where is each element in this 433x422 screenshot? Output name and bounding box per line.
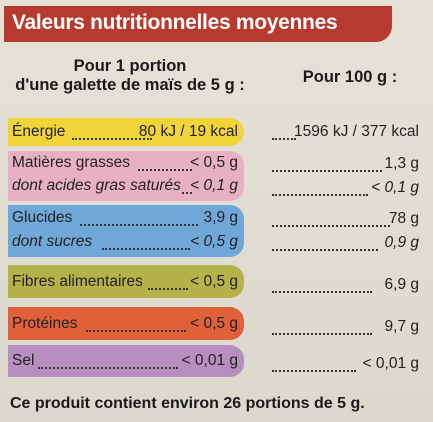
dots bbox=[272, 194, 368, 196]
per100-energie: 1596 kJ / 377 kcal bbox=[294, 123, 419, 140]
dots bbox=[272, 291, 372, 293]
dots bbox=[272, 225, 390, 227]
title-banner: Valeurs nutritionnelles moyennes bbox=[4, 6, 392, 42]
label-dont-sucres: dont sucres bbox=[12, 233, 93, 250]
per100-fibres: 6,9 g bbox=[384, 276, 419, 293]
row-fibres: Fibres alimentaires < 0,5 g bbox=[8, 265, 244, 298]
dots bbox=[80, 224, 198, 226]
dots bbox=[38, 367, 178, 369]
row-energie: Énergie 80 kJ / 19 kcal bbox=[8, 118, 244, 146]
label-acides-gras-satures: dont acides gras saturés bbox=[12, 177, 181, 194]
row-matieres-grasses: Matières grasses < 0,5 g dont acides gra… bbox=[8, 151, 244, 201]
dots bbox=[272, 249, 378, 251]
label-fibres: Fibres alimentaires bbox=[12, 273, 143, 290]
dots bbox=[272, 370, 356, 372]
row-glucides: Glucides 3,9 g dont sucres < 0,5 g bbox=[8, 205, 244, 257]
per100-column-header: Pour 100 g : bbox=[302, 68, 398, 86]
label-proteines: Protéines bbox=[12, 315, 78, 332]
portion-dont-sucres: < 0,5 g bbox=[190, 233, 238, 250]
row-sel: Sel < 0,01 g bbox=[8, 345, 244, 377]
row-proteines: Protéines < 0,5 g bbox=[8, 307, 244, 340]
dots bbox=[272, 138, 296, 140]
portion-glucides: 3,9 g bbox=[203, 209, 238, 226]
dots bbox=[272, 170, 382, 172]
label-glucides: Glucides bbox=[12, 209, 73, 226]
dots bbox=[102, 248, 190, 250]
label-sel: Sel bbox=[12, 352, 35, 369]
portion-proteines: < 0,5 g bbox=[190, 315, 238, 332]
portion-fibres: < 0,5 g bbox=[190, 273, 238, 290]
per100-matieres-grasses: 1,3 g bbox=[384, 155, 419, 172]
portion-header-line1: Pour 1 portion bbox=[73, 57, 187, 75]
dots bbox=[182, 192, 192, 194]
per100-proteines: 9,7 g bbox=[384, 318, 419, 335]
footer-note: Ce produit contient environ 26 portions … bbox=[10, 395, 365, 412]
dots bbox=[272, 333, 372, 335]
portion-energie: 80 kJ / 19 kcal bbox=[138, 123, 238, 140]
dots bbox=[138, 169, 192, 171]
label-matieres-grasses: Matières grasses bbox=[12, 154, 131, 171]
portion-header-line2: d'une galette de maïs de 5 g : bbox=[15, 76, 245, 94]
portion-sel: < 0,01 g bbox=[181, 352, 238, 369]
per100-acides-gras-satures: < 0,1 g bbox=[371, 179, 419, 196]
per100-dont-sucres: 0,9 g bbox=[384, 234, 419, 251]
portion-acides-gras-satures: < 0,1 g bbox=[190, 177, 238, 194]
portion-column-header: Pour 1 portion d'une galette de maïs de … bbox=[14, 57, 246, 95]
dots bbox=[86, 330, 186, 332]
per100-glucides: 78 g bbox=[388, 210, 419, 227]
title: Valeurs nutritionnelles moyennes bbox=[12, 11, 338, 34]
per100-sel: < 0,01 g bbox=[362, 355, 419, 372]
label-energie: Énergie bbox=[12, 123, 66, 140]
portion-matieres-grasses: < 0,5 g bbox=[190, 154, 238, 171]
dots bbox=[72, 138, 152, 140]
dots bbox=[148, 288, 188, 290]
